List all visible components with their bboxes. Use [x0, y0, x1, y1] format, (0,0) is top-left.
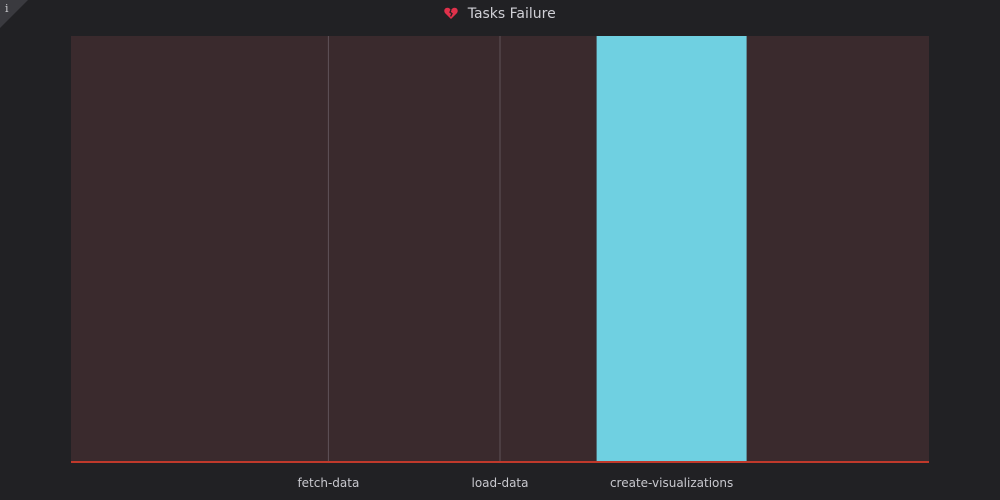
bar-create-visualizations — [596, 36, 747, 462]
broken-heart-icon — [444, 6, 458, 26]
x-tick-label: fetch-data — [297, 476, 359, 490]
panel-header: Tasks Failure — [0, 4, 1000, 26]
info-icon[interactable]: i — [5, 2, 9, 15]
x-tick-label: load-data — [471, 476, 528, 490]
panel-title: Tasks Failure — [467, 6, 556, 22]
x-tick-label: create-visualizations — [610, 476, 733, 490]
info-corner[interactable] — [0, 0, 28, 28]
